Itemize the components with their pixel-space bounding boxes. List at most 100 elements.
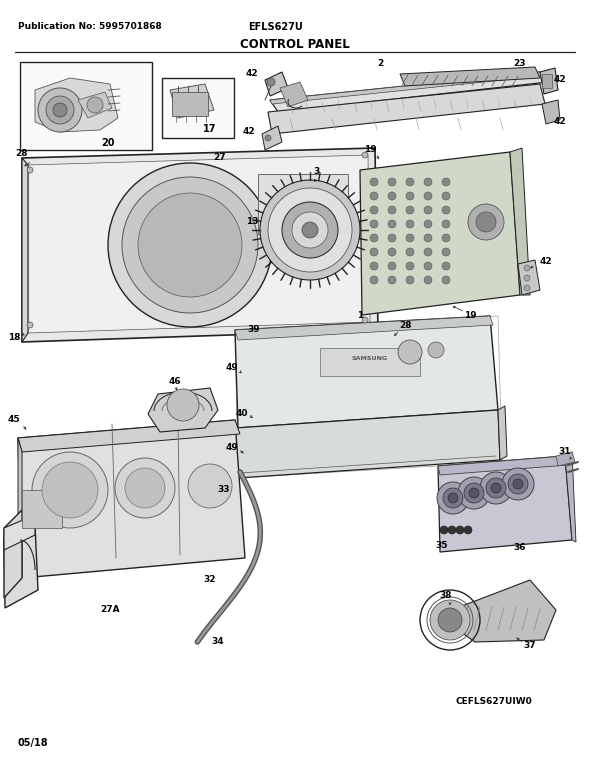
Polygon shape (270, 72, 548, 112)
Circle shape (458, 477, 490, 509)
Circle shape (370, 192, 378, 200)
Circle shape (443, 488, 463, 508)
Circle shape (406, 262, 414, 270)
Circle shape (430, 600, 470, 640)
Circle shape (424, 262, 432, 270)
Circle shape (370, 234, 378, 242)
Text: 13: 13 (246, 218, 258, 226)
Polygon shape (4, 510, 22, 598)
Circle shape (167, 389, 199, 421)
Circle shape (370, 206, 378, 214)
Circle shape (442, 234, 450, 242)
Polygon shape (270, 72, 542, 104)
Circle shape (282, 202, 338, 258)
Polygon shape (510, 148, 530, 295)
Text: 27: 27 (214, 154, 227, 163)
Polygon shape (542, 100, 560, 124)
Text: CEFLS627UIW0: CEFLS627UIW0 (456, 697, 533, 706)
Text: 49: 49 (225, 442, 238, 452)
Bar (320, 348, 420, 376)
Text: 42: 42 (540, 257, 553, 267)
Text: 28: 28 (400, 322, 412, 331)
Circle shape (476, 212, 496, 232)
Polygon shape (262, 126, 282, 150)
Text: 49: 49 (225, 364, 238, 373)
Circle shape (38, 88, 82, 132)
Circle shape (464, 483, 484, 503)
Polygon shape (438, 456, 568, 475)
Text: 40: 40 (236, 410, 248, 419)
Circle shape (424, 206, 432, 214)
Polygon shape (400, 67, 540, 86)
Circle shape (388, 234, 396, 242)
Text: 19: 19 (464, 312, 476, 321)
Circle shape (260, 180, 360, 280)
Polygon shape (22, 158, 28, 342)
Polygon shape (438, 456, 572, 552)
Circle shape (388, 192, 396, 200)
Circle shape (406, 276, 414, 284)
Circle shape (513, 479, 523, 489)
Circle shape (188, 464, 232, 508)
Circle shape (424, 234, 432, 242)
Text: 37: 37 (524, 642, 536, 650)
Circle shape (480, 472, 512, 504)
Text: SAMSUNG: SAMSUNG (352, 355, 388, 361)
Polygon shape (458, 580, 556, 642)
Circle shape (424, 192, 432, 200)
Circle shape (524, 275, 530, 281)
Bar (542, 74, 552, 88)
Circle shape (438, 608, 462, 632)
Circle shape (437, 482, 469, 514)
Text: Publication No: 5995701868: Publication No: 5995701868 (18, 22, 162, 31)
Polygon shape (268, 84, 545, 134)
Circle shape (115, 458, 175, 518)
Circle shape (267, 78, 275, 86)
Circle shape (46, 96, 74, 124)
Circle shape (108, 163, 272, 327)
Polygon shape (565, 452, 576, 542)
Circle shape (388, 178, 396, 186)
Polygon shape (360, 152, 520, 315)
Polygon shape (518, 260, 540, 295)
Circle shape (442, 276, 450, 284)
Text: 20: 20 (101, 138, 114, 148)
Text: 1: 1 (357, 312, 363, 321)
Text: 23: 23 (514, 60, 526, 69)
Text: 27A: 27A (100, 606, 120, 614)
Polygon shape (18, 438, 22, 578)
Text: 2: 2 (377, 60, 383, 69)
Circle shape (524, 285, 530, 291)
Circle shape (468, 204, 504, 240)
Text: 35: 35 (436, 542, 448, 551)
Text: 42: 42 (245, 69, 258, 77)
Circle shape (486, 478, 506, 498)
Circle shape (440, 526, 448, 534)
Circle shape (442, 248, 450, 256)
Circle shape (388, 262, 396, 270)
Text: 42: 42 (553, 118, 566, 127)
Circle shape (265, 135, 271, 141)
Polygon shape (18, 420, 245, 578)
Text: 05/18: 05/18 (18, 738, 48, 748)
Text: 38: 38 (440, 591, 453, 601)
Polygon shape (4, 525, 38, 608)
Polygon shape (265, 72, 288, 96)
Polygon shape (18, 420, 240, 452)
Text: 31: 31 (559, 448, 571, 457)
Text: 32: 32 (204, 575, 217, 584)
Circle shape (502, 468, 534, 500)
Text: 34: 34 (212, 637, 224, 646)
Text: CONTROL PANEL: CONTROL PANEL (240, 38, 350, 51)
Text: 39: 39 (248, 325, 260, 335)
Circle shape (406, 220, 414, 228)
Text: 36: 36 (514, 543, 526, 552)
Circle shape (424, 248, 432, 256)
Circle shape (456, 526, 464, 534)
Circle shape (27, 322, 33, 328)
Circle shape (370, 276, 378, 284)
Circle shape (362, 152, 368, 158)
Polygon shape (4, 515, 35, 550)
Circle shape (424, 220, 432, 228)
Circle shape (448, 493, 458, 503)
